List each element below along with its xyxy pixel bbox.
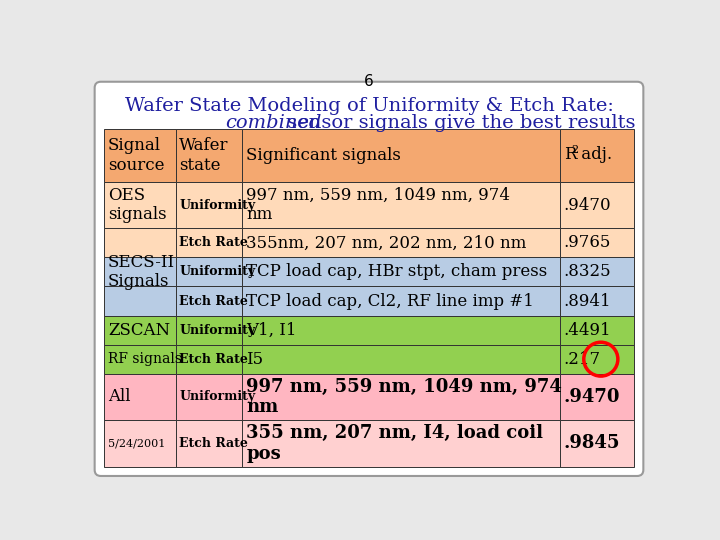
Text: .9470: .9470 xyxy=(564,197,611,214)
Text: Wafer State Modeling of Uniformity & Etch Rate:: Wafer State Modeling of Uniformity & Etc… xyxy=(125,97,613,115)
Text: .4491: .4491 xyxy=(564,322,611,339)
Text: .9845: .9845 xyxy=(564,435,620,453)
Text: .8325: .8325 xyxy=(564,264,611,280)
Bar xyxy=(560,258,634,287)
Bar xyxy=(176,182,242,228)
Bar xyxy=(176,287,242,315)
Text: I5: I5 xyxy=(246,350,264,368)
Text: 997 nm, 559 nm, 1049 nm, 974
nm: 997 nm, 559 nm, 1049 nm, 974 nm xyxy=(246,187,510,224)
Text: .217: .217 xyxy=(564,350,600,368)
Bar xyxy=(104,287,176,315)
Text: ZSCAN: ZSCAN xyxy=(108,322,170,339)
Text: Uniformity: Uniformity xyxy=(179,266,256,279)
FancyBboxPatch shape xyxy=(94,82,644,476)
Bar xyxy=(560,374,634,420)
Bar xyxy=(242,345,560,374)
Text: sensor signals give the best results: sensor signals give the best results xyxy=(282,114,636,132)
Bar xyxy=(560,345,634,374)
Bar xyxy=(104,182,176,228)
Bar xyxy=(176,315,242,345)
Bar xyxy=(104,130,176,182)
Text: Uniformity: Uniformity xyxy=(179,323,256,336)
Text: Etch Rate: Etch Rate xyxy=(179,353,248,366)
Text: 997 nm, 559 nm, 1049 nm, 974
nm: 997 nm, 559 nm, 1049 nm, 974 nm xyxy=(246,377,562,416)
Text: SECS-II
Signals: SECS-II Signals xyxy=(108,254,175,290)
Bar xyxy=(176,130,242,182)
Bar xyxy=(104,315,176,345)
Text: adj.: adj. xyxy=(576,146,612,163)
Bar xyxy=(176,374,242,420)
Text: .9470: .9470 xyxy=(564,388,620,406)
Text: TCP load cap, Cl2, RF line imp #1: TCP load cap, Cl2, RF line imp #1 xyxy=(246,293,534,309)
Bar xyxy=(242,130,560,182)
Text: 355nm, 207 nm, 202 nm, 210 nm: 355nm, 207 nm, 202 nm, 210 nm xyxy=(246,234,527,251)
Bar xyxy=(104,420,176,467)
Bar xyxy=(560,420,634,467)
Text: Uniformity: Uniformity xyxy=(179,390,256,403)
Bar xyxy=(560,130,634,182)
Text: V1, I1: V1, I1 xyxy=(246,322,297,339)
Bar xyxy=(104,228,176,258)
Text: .8941: .8941 xyxy=(564,293,611,309)
Bar xyxy=(242,182,560,228)
Text: 355 nm, 207 nm, I4, load coil
pos: 355 nm, 207 nm, I4, load coil pos xyxy=(246,424,544,463)
Bar xyxy=(242,315,560,345)
Text: .9765: .9765 xyxy=(564,234,611,251)
Text: TCP load cap, HBr stpt, cham press: TCP load cap, HBr stpt, cham press xyxy=(246,264,548,280)
Text: Uniformity: Uniformity xyxy=(179,199,256,212)
Text: combined: combined xyxy=(225,114,322,132)
Text: R: R xyxy=(564,146,576,163)
Bar xyxy=(242,287,560,315)
Bar xyxy=(176,345,242,374)
Text: 5/24/2001: 5/24/2001 xyxy=(108,438,165,449)
Bar xyxy=(176,420,242,467)
Text: OES
signals: OES signals xyxy=(108,187,166,224)
Bar xyxy=(560,182,634,228)
Bar xyxy=(104,345,176,374)
Bar xyxy=(560,287,634,315)
Bar xyxy=(104,258,176,287)
Bar xyxy=(242,228,560,258)
Text: All: All xyxy=(108,388,130,406)
Text: Etch Rate: Etch Rate xyxy=(179,294,248,307)
Text: 6: 6 xyxy=(364,74,374,89)
Text: Etch Rate: Etch Rate xyxy=(179,437,248,450)
Bar xyxy=(560,228,634,258)
Text: 2: 2 xyxy=(572,145,579,156)
Bar xyxy=(242,258,560,287)
Text: Signal
source: Signal source xyxy=(108,137,164,174)
Bar xyxy=(176,228,242,258)
Bar xyxy=(560,315,634,345)
Text: Etch Rate: Etch Rate xyxy=(179,237,248,249)
Text: Wafer
state: Wafer state xyxy=(179,137,229,174)
Text: Significant signals: Significant signals xyxy=(246,147,401,164)
Bar xyxy=(242,420,560,467)
Text: RF signals: RF signals xyxy=(108,352,182,366)
Bar xyxy=(104,374,176,420)
Bar xyxy=(242,374,560,420)
Bar xyxy=(176,258,242,287)
